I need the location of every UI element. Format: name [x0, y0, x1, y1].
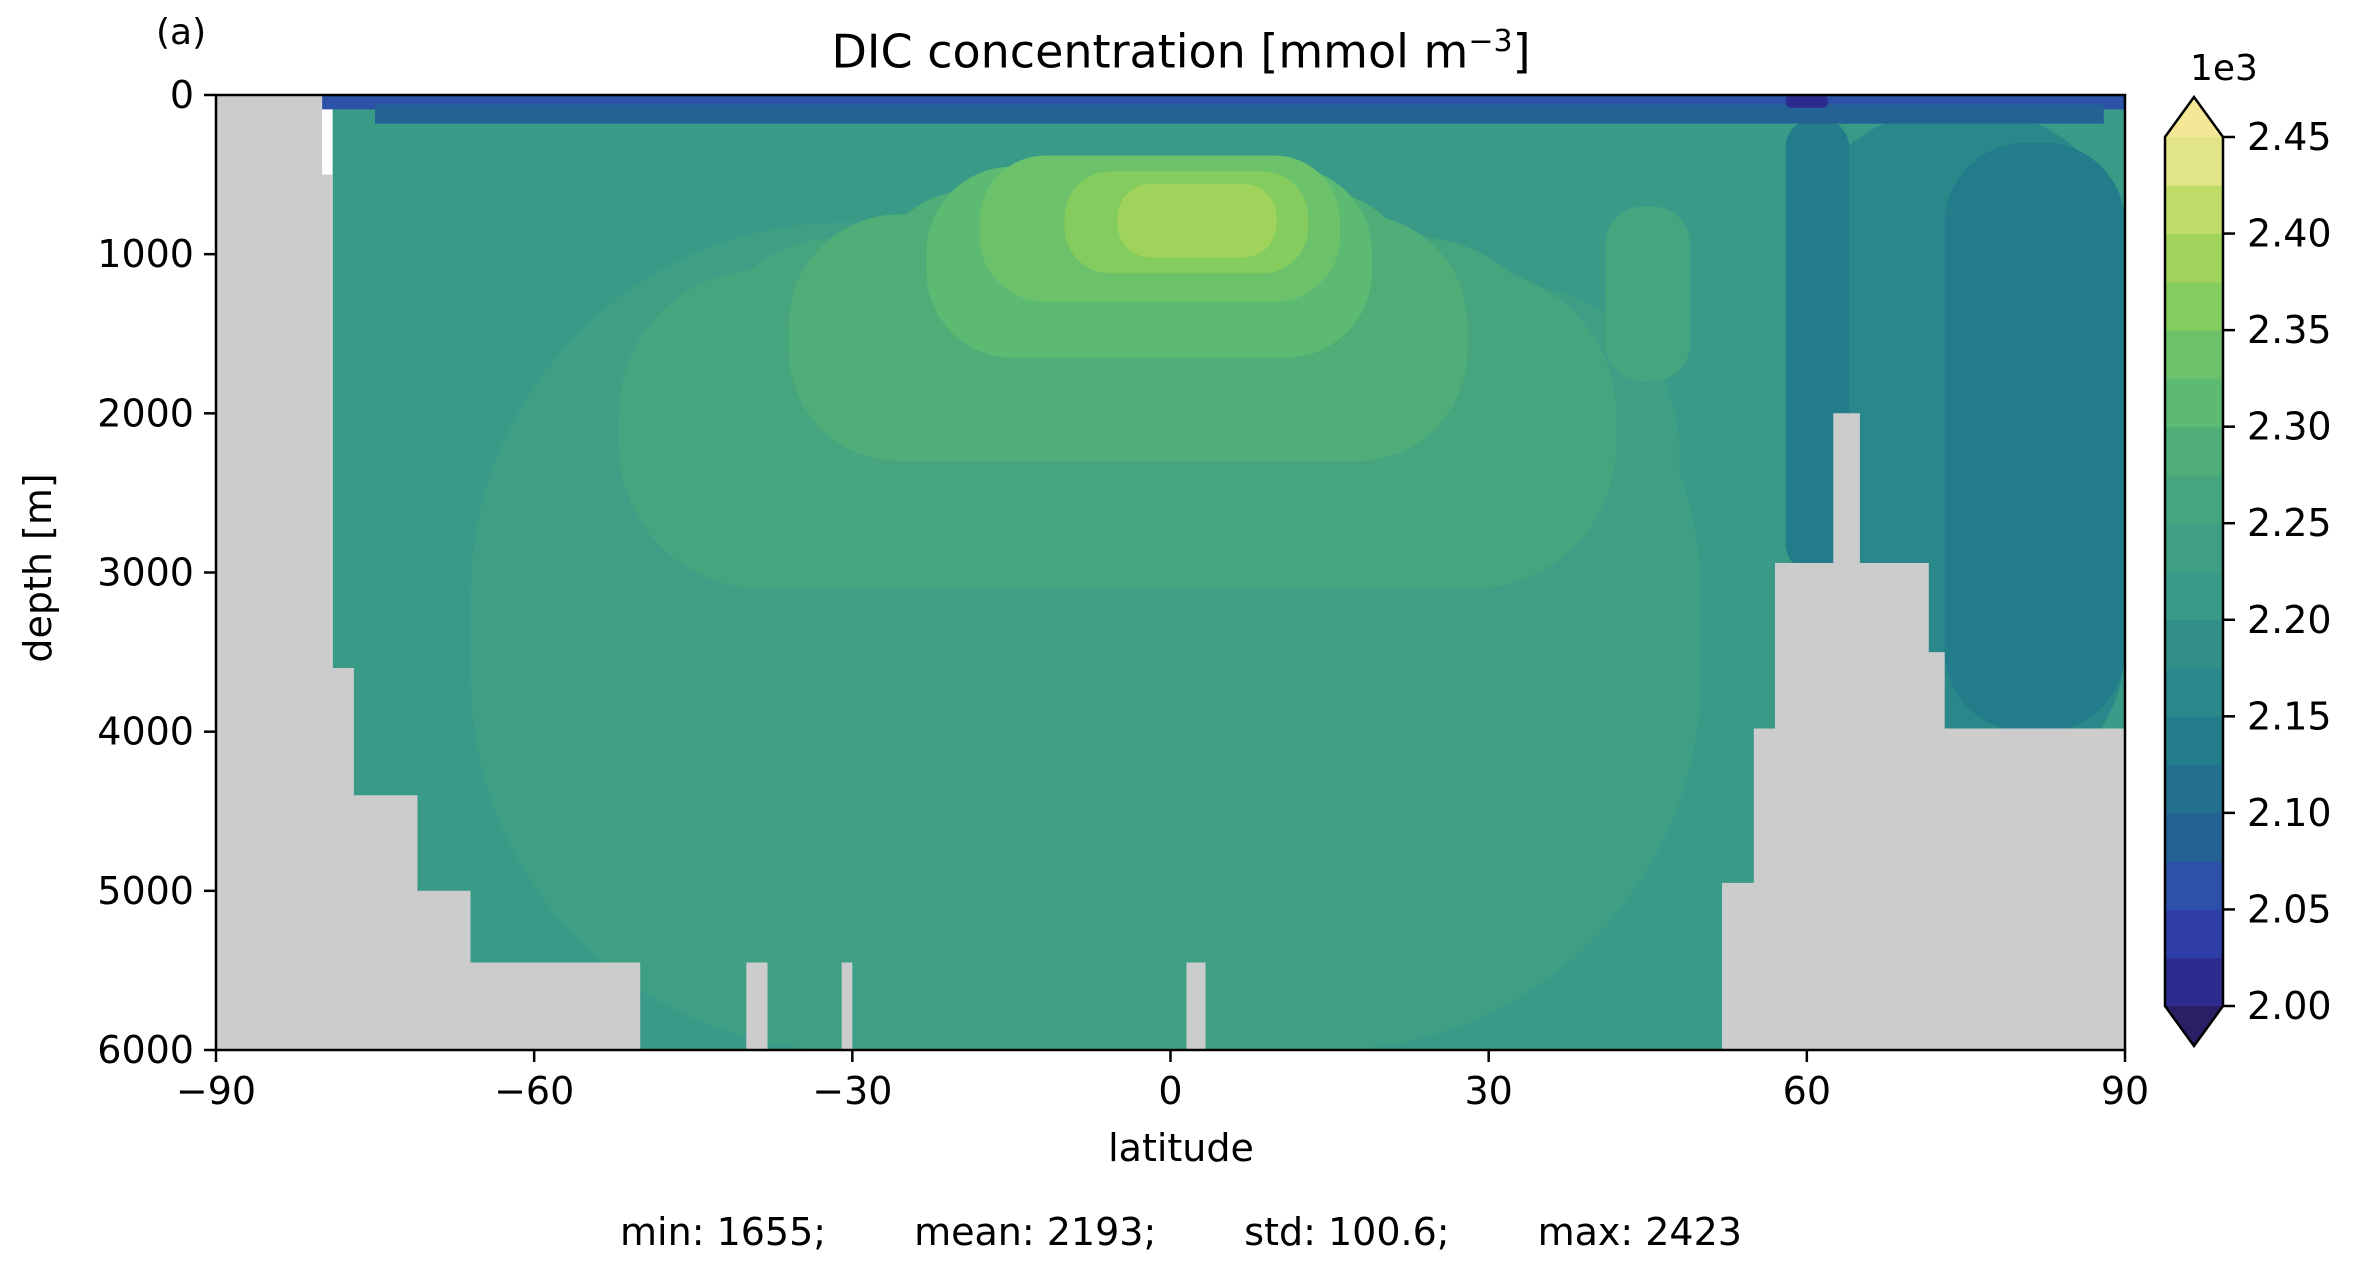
- colorbar-multiplier: 1e3: [2190, 48, 2258, 89]
- x-tick-label: −30: [812, 1069, 892, 1113]
- colorbar-segment: [2165, 668, 2223, 717]
- field-patch-11: [1117, 184, 1277, 258]
- colorbar-extend-max: [2165, 97, 2223, 137]
- colorbar-segment: [2165, 378, 2223, 428]
- colorbar: 2.00 2.05 2.10 2.15 2.20 2.25 2.30 2.35 2.40 2.45: [2163, 94, 2332, 1049]
- dic-field: [322, 95, 2125, 1050]
- y-tick-label: 2000: [97, 391, 194, 435]
- colorbar-segment: [2165, 233, 2223, 283]
- y-tick-label: 3000: [97, 551, 194, 595]
- colorbar-tick-label: 2.20: [2247, 598, 2332, 642]
- x-axis-label: latitude: [1108, 1126, 1254, 1170]
- colorbar-segment: [2165, 281, 2223, 331]
- colorbar-segment: [2165, 426, 2223, 476]
- chart-title-text: DIC concentration [mmol m: [831, 24, 1469, 79]
- colorbar-tick-label: 2.35: [2247, 308, 2332, 352]
- y-tick-label: 0: [170, 73, 194, 117]
- colorbar-segment: [2165, 957, 2223, 1007]
- colorbar-segment: [2165, 330, 2223, 379]
- stat-max: max: 2423: [1537, 1210, 1742, 1254]
- stat-mean: mean: 2193;: [914, 1210, 1157, 1254]
- colorbar-segment: [2165, 137, 2223, 186]
- stat-min: min: 1655;: [620, 1210, 827, 1254]
- plot-area: [216, 95, 2125, 1050]
- y-tick-label: 1000: [97, 232, 194, 276]
- y-axis-label: depth [m]: [16, 473, 60, 663]
- x-tick-label: 60: [1783, 1069, 1831, 1113]
- colorbar-tick-label: 2.45: [2247, 115, 2332, 159]
- colorbar-segment: [2165, 812, 2223, 862]
- field-patch-14: [1944, 142, 2125, 732]
- x-tick-label: 0: [1158, 1069, 1182, 1113]
- y-axis: 0 1000 2000 3000 4000 5000 6000: [97, 73, 216, 1072]
- stat-std: std: 100.6;: [1244, 1210, 1450, 1254]
- seafloor-land-mask: [216, 95, 2125, 1050]
- colorbar-tick-label: 2.00: [2247, 984, 2332, 1028]
- colorbar-segment: [2165, 764, 2223, 814]
- colorbar-segment: [2165, 571, 2223, 621]
- colorbar-tick-label: 2.15: [2247, 694, 2332, 738]
- colorbar-segment: [2165, 861, 2223, 911]
- field-patch-15: [1605, 206, 1691, 382]
- colorbar-tick-label: 2.40: [2247, 212, 2332, 256]
- colorbar-segment: [2165, 716, 2223, 766]
- field-patch-18: [1785, 95, 1829, 108]
- colorbar-segment: [2165, 474, 2223, 524]
- x-tick-label: −60: [494, 1069, 574, 1113]
- colorbar-tick-label: 2.30: [2247, 405, 2332, 449]
- chart-title-end: ]: [1512, 24, 1531, 79]
- x-axis: −90 −60 −30 0 30 60 90: [176, 1050, 2149, 1113]
- y-tick-label: 6000: [97, 1028, 194, 1072]
- panel-label: (a): [156, 12, 207, 53]
- colorbar-segment: [2165, 523, 2223, 573]
- chart-title: DIC concentration [mmol m−3]: [0, 24, 2362, 78]
- colorbar-tick-label: 2.10: [2247, 791, 2332, 835]
- x-tick-label: 30: [1464, 1069, 1512, 1113]
- statistics-line: min: 1655; mean: 2193; std: 100.6; max: 242…: [0, 1210, 2362, 1254]
- x-tick-label: 90: [2101, 1069, 2149, 1113]
- colorbar-tick-label: 2.25: [2247, 501, 2332, 545]
- colorbar-segment: [2165, 185, 2223, 235]
- field-patch-17: [375, 104, 2104, 124]
- chart-title-superscript: −3: [1468, 24, 1513, 59]
- y-tick-label: 4000: [97, 710, 194, 754]
- colorbar-extend-min: [2165, 1006, 2223, 1046]
- y-tick-label: 5000: [97, 869, 194, 913]
- colorbar-segment: [2165, 619, 2223, 669]
- colorbar-tick-label: 2.05: [2247, 887, 2332, 931]
- x-tick-label: −90: [176, 1069, 256, 1113]
- colorbar-segment: [2165, 909, 2223, 959]
